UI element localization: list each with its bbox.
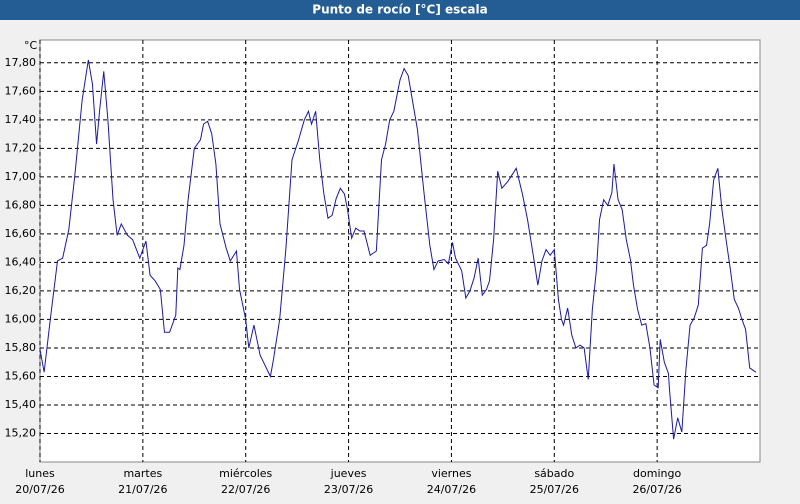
- y-tick-label: 16,80: [5, 198, 37, 211]
- x-tick-date: 26/07/26: [632, 483, 681, 496]
- x-tick-label: sábado: [534, 467, 574, 480]
- x-tick-date: 24/07/26: [427, 483, 476, 496]
- x-tick-label: miércoles: [219, 467, 272, 480]
- y-tick-label: 17,00: [5, 170, 37, 183]
- x-tick-date: 25/07/26: [530, 483, 579, 496]
- y-tick-label: 15,20: [5, 426, 37, 439]
- x-tick-label: jueves: [330, 467, 367, 480]
- title-bar: [0, 0, 800, 20]
- y-tick-label: 16,60: [5, 227, 37, 240]
- x-tick-label: viernes: [431, 467, 471, 480]
- y-tick-label: 17,20: [5, 141, 37, 154]
- y-tick-label: 15,40: [5, 398, 37, 411]
- y-tick-label: 15,60: [5, 369, 37, 382]
- y-tick-label: 15,80: [5, 341, 37, 354]
- x-tick-label: lunes: [25, 467, 55, 480]
- y-tick-label: 16,20: [5, 284, 37, 297]
- x-tick-date: 23/07/26: [324, 483, 373, 496]
- x-tick-label: martes: [123, 467, 162, 480]
- plot-area: [39, 39, 761, 463]
- y-tick-label: 17,80: [5, 56, 37, 69]
- y-tick-label: 16,40: [5, 255, 37, 268]
- chart-title: Punto de rocío [°C] escala: [312, 3, 487, 17]
- data-line: [39, 59, 757, 440]
- x-tick-date: 22/07/26: [221, 483, 270, 496]
- y-tick-label: 17,60: [5, 84, 37, 97]
- y-tick-label: 16,00: [5, 312, 37, 325]
- x-tick-label: domingo: [633, 467, 681, 480]
- y-tick-label: 17,40: [5, 113, 37, 126]
- y-axis-label: °C: [24, 39, 38, 52]
- x-tick-date: 20/07/26: [15, 483, 64, 496]
- x-tick-date: 21/07/26: [118, 483, 167, 496]
